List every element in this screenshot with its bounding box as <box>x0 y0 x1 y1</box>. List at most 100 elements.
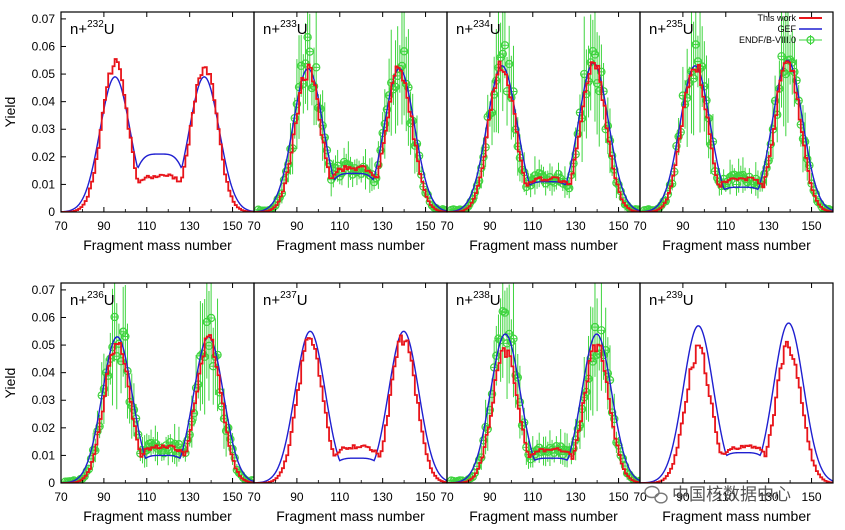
endf-point <box>532 445 542 455</box>
series-this-work <box>61 334 254 483</box>
endf-point <box>399 47 409 56</box>
panel-238U: 70 90 110 130 150 Fragment mass number n+238U <box>440 282 641 524</box>
legend-label-endf: ENDF/B-VIII.0 <box>739 35 796 45</box>
x-tick-label: 90 <box>97 490 111 504</box>
x-tick-label: 130 <box>373 219 393 233</box>
series-gef <box>640 322 833 483</box>
endf-point <box>813 197 823 207</box>
endf-point <box>228 444 237 454</box>
panel-label: n+234U <box>456 19 501 38</box>
wechat-icon <box>644 485 668 504</box>
x-tick-label: 130 <box>180 490 200 504</box>
y-tick-label: 0.04 <box>32 366 56 380</box>
x-tick-label: 130 <box>373 490 393 504</box>
x-tick-label: 150 <box>609 490 629 504</box>
x-tick-label: 70 <box>633 219 647 233</box>
y-tick-label: 0.06 <box>32 39 56 53</box>
x-tick-label: 70 <box>440 219 454 233</box>
x-tick-label: 130 <box>759 490 779 504</box>
panel-label: n+233U <box>263 19 308 38</box>
endf-point <box>485 405 495 415</box>
endf-point <box>595 349 604 358</box>
endf-point <box>110 312 119 322</box>
endf-point <box>118 327 128 336</box>
panel-236U: 70 90 110 130 150 Fragment mass number n+236U <box>54 282 255 524</box>
x-axis-title: Fragment mass number <box>662 237 811 253</box>
watermark: 中国核数据中心 <box>644 485 791 505</box>
endf-point <box>487 389 497 399</box>
endf-point <box>479 436 488 445</box>
series-this-work <box>447 343 640 483</box>
series-gef <box>61 76 254 212</box>
panel-235U: 70 90 110 130 150 Fragment mass number n+235U <box>633 11 834 253</box>
x-axis-title: Fragment mass number <box>83 237 232 253</box>
y-tick-label: 0.05 <box>32 338 56 352</box>
endf-point <box>427 201 437 210</box>
panel-label: n+239U <box>649 290 694 309</box>
panel-label: n+232U <box>70 19 115 38</box>
y-tick-label: 0.03 <box>32 393 56 407</box>
y-tick-label: 0.05 <box>32 67 56 81</box>
x-tick-label: 150 <box>416 219 436 233</box>
panel-label: n+235U <box>649 19 694 38</box>
x-tick-label: 130 <box>566 490 586 504</box>
y-tick-label: 0.03 <box>32 122 56 136</box>
x-axis-title: Fragment mass number <box>276 237 425 253</box>
legend-swatch-endf <box>799 35 822 45</box>
x-tick-label: 150 <box>802 219 822 233</box>
endf-point <box>509 334 518 343</box>
endf-point <box>174 440 184 449</box>
x-tick-label: 110 <box>137 219 156 233</box>
endf-point <box>296 61 306 71</box>
y-tick-label: 0.06 <box>32 310 56 324</box>
endf-point <box>590 322 600 332</box>
endf-point <box>232 465 242 475</box>
endf-point <box>116 356 126 366</box>
y-axis-title: Yield <box>2 97 18 128</box>
endf-point <box>597 67 606 77</box>
endf-point <box>511 370 520 380</box>
endf-point <box>254 205 263 212</box>
endf-point <box>305 47 314 56</box>
x-tick-label: 130 <box>566 219 586 233</box>
endf-point <box>206 313 216 323</box>
x-tick-label: 90 <box>290 490 304 504</box>
x-axis-title: Fragment mass number <box>469 508 618 524</box>
panel-frame <box>253 11 448 213</box>
endf-point <box>121 332 130 341</box>
y-tick-label: 0.07 <box>32 12 56 26</box>
series-this-work <box>254 63 447 212</box>
endf-point <box>590 50 600 59</box>
y-tick-label: 0.04 <box>32 95 56 109</box>
endf-point <box>678 91 688 100</box>
y-axis-title: Yield <box>2 368 18 399</box>
plot-area <box>61 58 254 212</box>
panel-frame <box>639 11 834 213</box>
x-tick-label: 130 <box>180 219 200 233</box>
series-this-work <box>61 58 254 212</box>
y-tick-label: 0.02 <box>32 150 56 164</box>
endf-point <box>498 307 507 316</box>
series-gef <box>447 333 640 483</box>
x-tick-label: 150 <box>223 219 243 233</box>
chart-panels: 70 90 110 130 150 Fragment mass number n+232U 7… <box>54 11 834 524</box>
panel-233U: 70 90 110 130 150 Fragment mass number n+233U <box>247 11 448 253</box>
series-gef <box>254 330 447 483</box>
endf-point <box>389 85 398 94</box>
panel-237U: 70 90 110 130 150 Fragment mass number n+237U <box>247 282 448 524</box>
endf-point <box>682 93 692 103</box>
endf-point <box>610 414 619 424</box>
endf-point <box>515 397 525 407</box>
x-tick-label: 110 <box>330 490 349 504</box>
series-this-work <box>447 60 640 212</box>
x-tick-label: 110 <box>716 219 735 233</box>
endf-point <box>500 41 510 50</box>
endf-point <box>691 40 700 49</box>
legend: This work GEF ENDF/B-VIII.0 <box>739 13 822 45</box>
panel-label: n+236U <box>70 290 115 309</box>
x-tick-label: 90 <box>97 219 111 233</box>
x-tick-label: 150 <box>802 490 822 504</box>
endf-point <box>597 326 606 335</box>
panel-239U: 70 90 110 130 150 Fragment mass number n+239U <box>633 282 834 524</box>
